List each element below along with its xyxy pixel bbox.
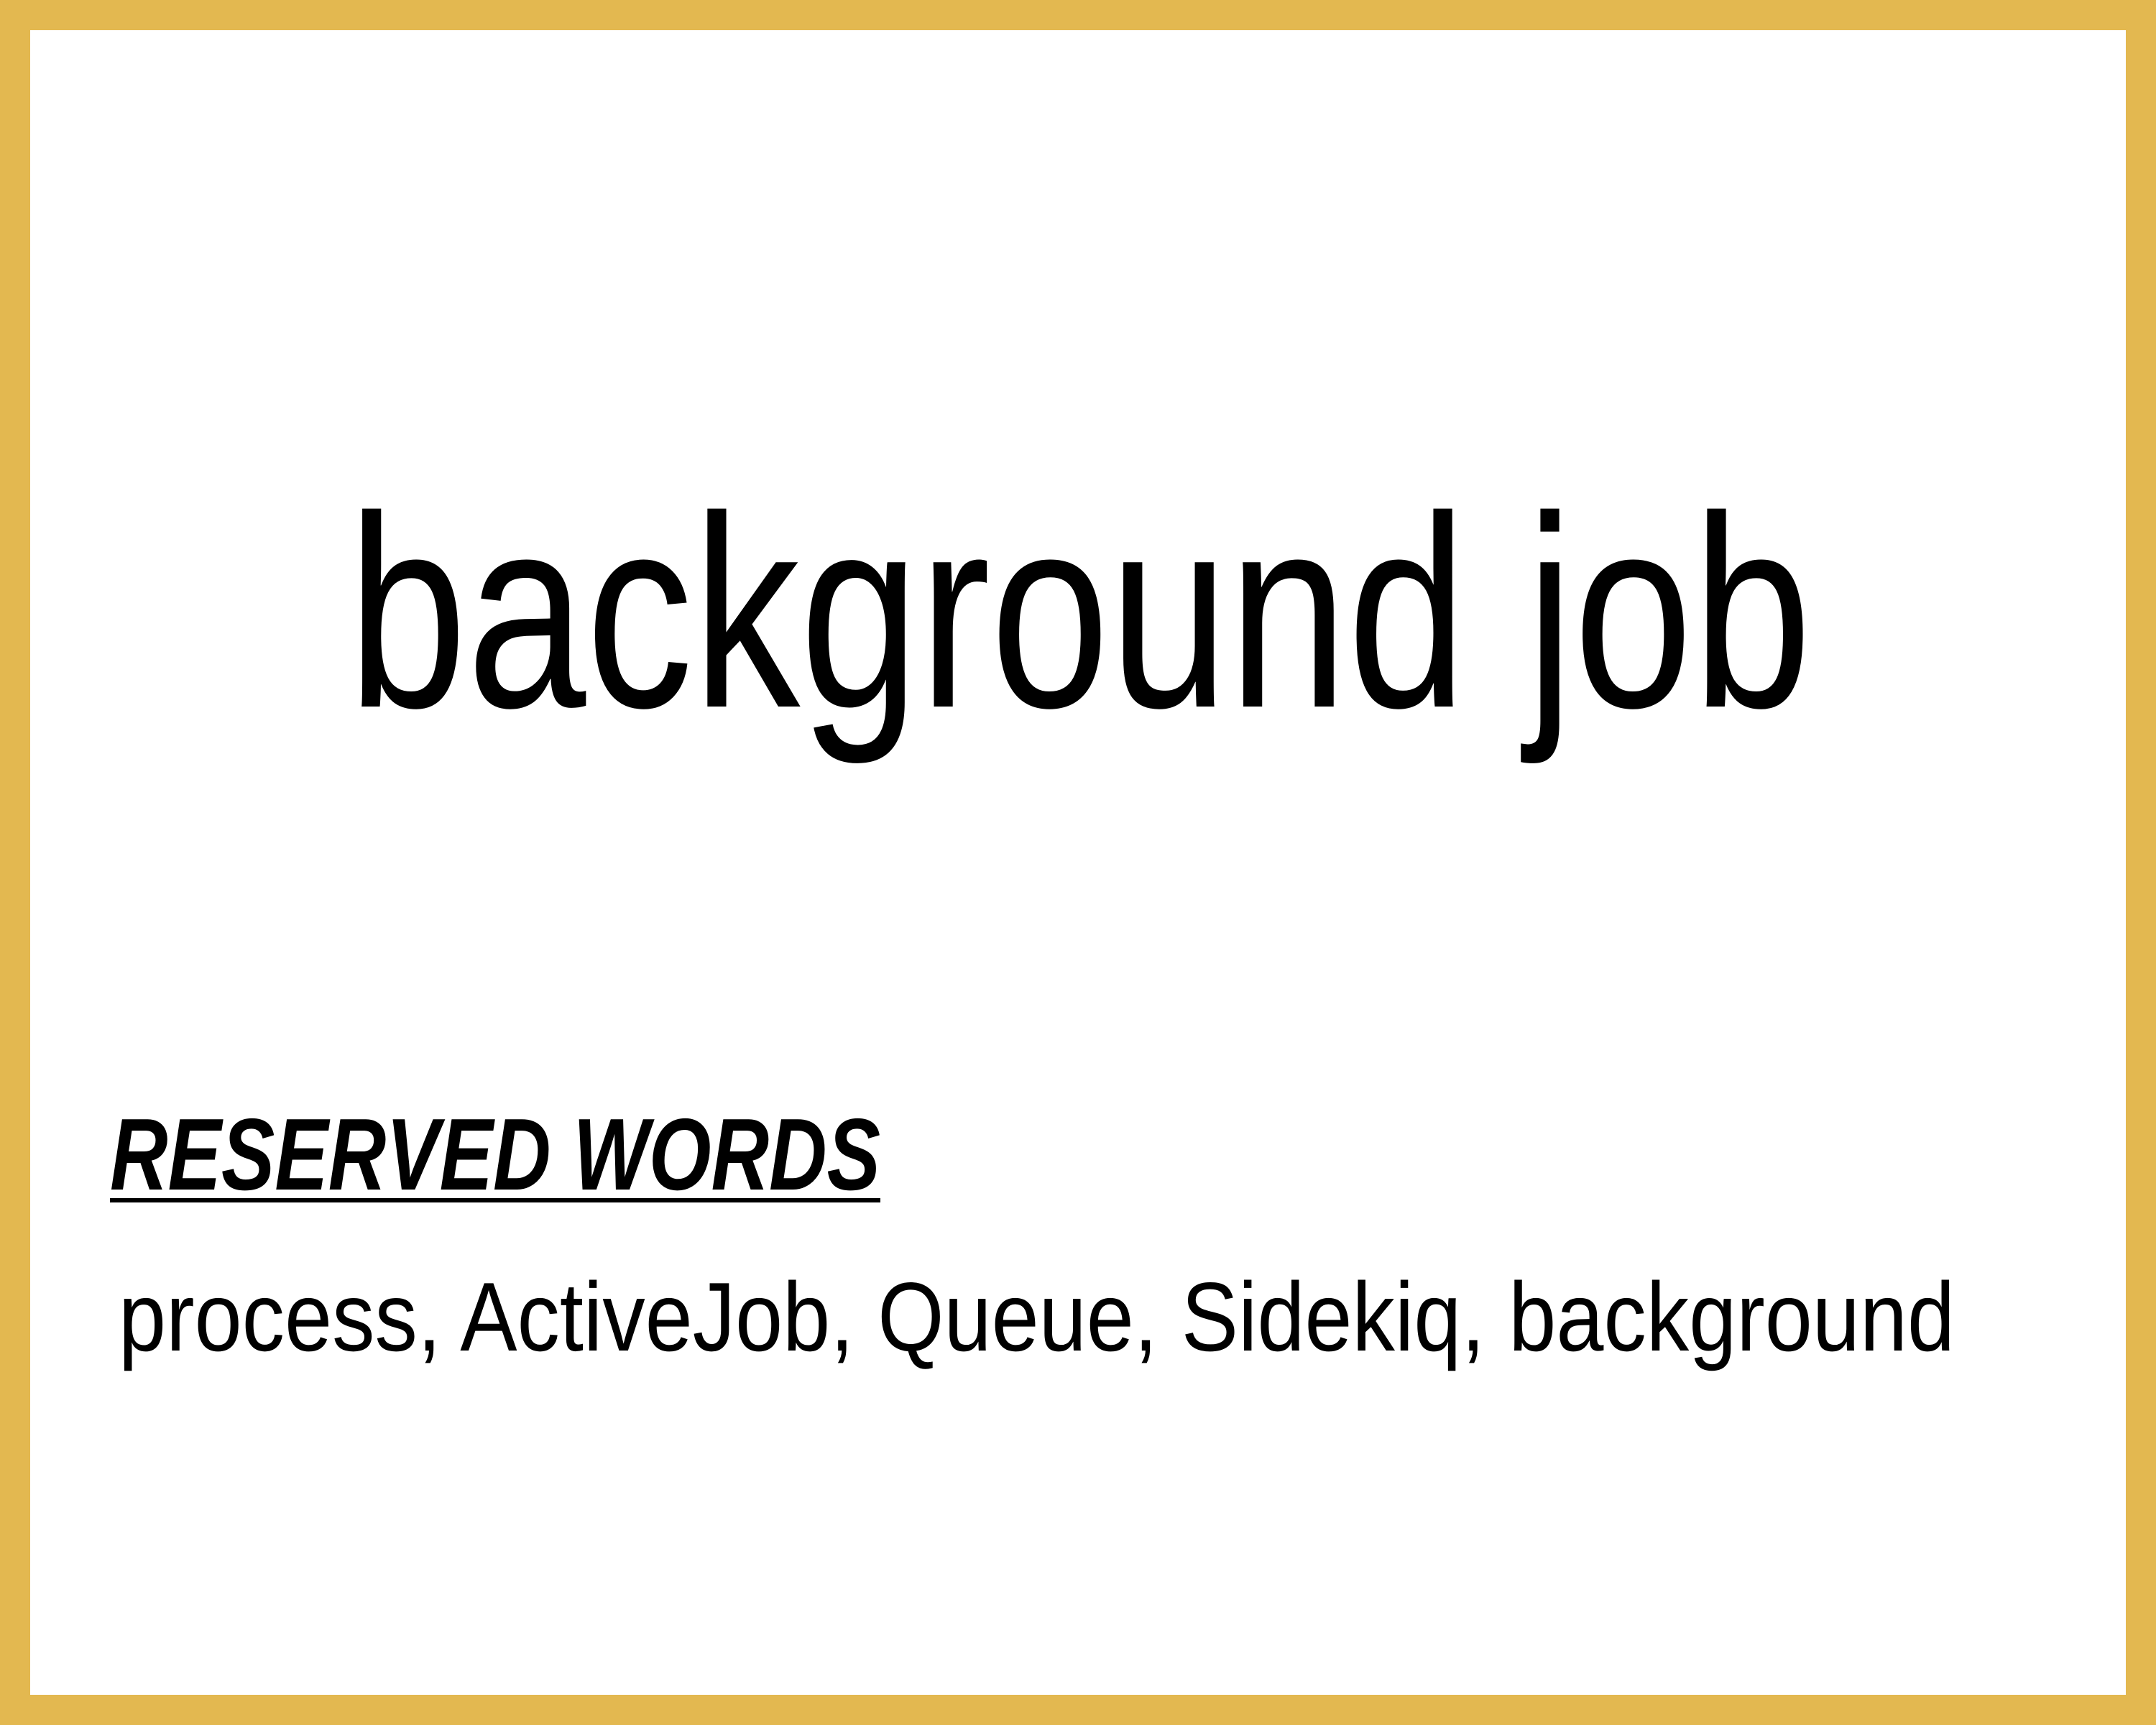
term-title: background job xyxy=(348,459,1812,766)
card-body xyxy=(30,30,2126,1695)
reserved-words: process, ActiveJob, Queue, Sidekiq, back… xyxy=(119,1262,1955,1371)
heading-underline xyxy=(110,1198,880,1202)
section-heading: RESERVED WORDS xyxy=(110,1098,880,1212)
